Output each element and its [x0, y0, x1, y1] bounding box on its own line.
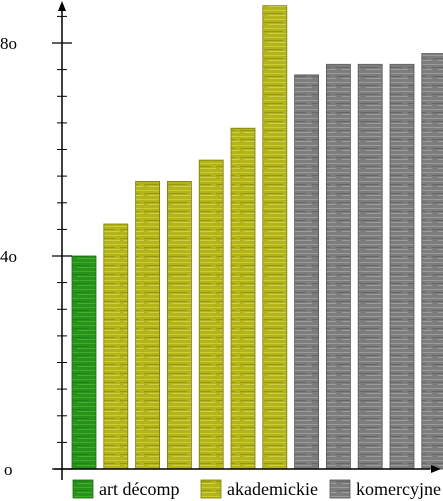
x-axis-arrow-icon — [431, 465, 441, 473]
bar — [389, 63, 415, 470]
bar — [262, 5, 288, 470]
bar — [294, 74, 320, 470]
bar — [103, 223, 129, 470]
bar — [198, 159, 224, 470]
legend-label: komercyjne — [356, 479, 441, 499]
y-axis-arrow-icon — [58, 1, 66, 11]
bar — [325, 63, 351, 470]
bar — [357, 63, 383, 470]
legend-swatch — [72, 479, 94, 499]
y-tick-label: o — [4, 460, 13, 479]
bars-group — [71, 5, 443, 470]
legend: art décomp akademickie komercyjne — [72, 479, 441, 499]
bar — [230, 127, 256, 470]
legend-swatch — [329, 479, 351, 499]
y-axis — [52, 1, 72, 480]
x-axis — [54, 465, 441, 473]
bar — [421, 53, 443, 470]
legend-item: akademickie — [200, 479, 318, 499]
bar — [135, 180, 161, 470]
legend-label: akademickie — [227, 479, 318, 499]
legend-swatch — [200, 479, 222, 499]
legend-item: art décomp — [72, 479, 179, 499]
y-tick-label: 4o — [0, 247, 17, 266]
y-tick-label: 8o — [0, 34, 17, 53]
bar — [71, 255, 97, 470]
bar — [166, 180, 192, 470]
legend-label: art décomp — [99, 479, 179, 499]
legend-item: komercyjne — [329, 479, 441, 499]
